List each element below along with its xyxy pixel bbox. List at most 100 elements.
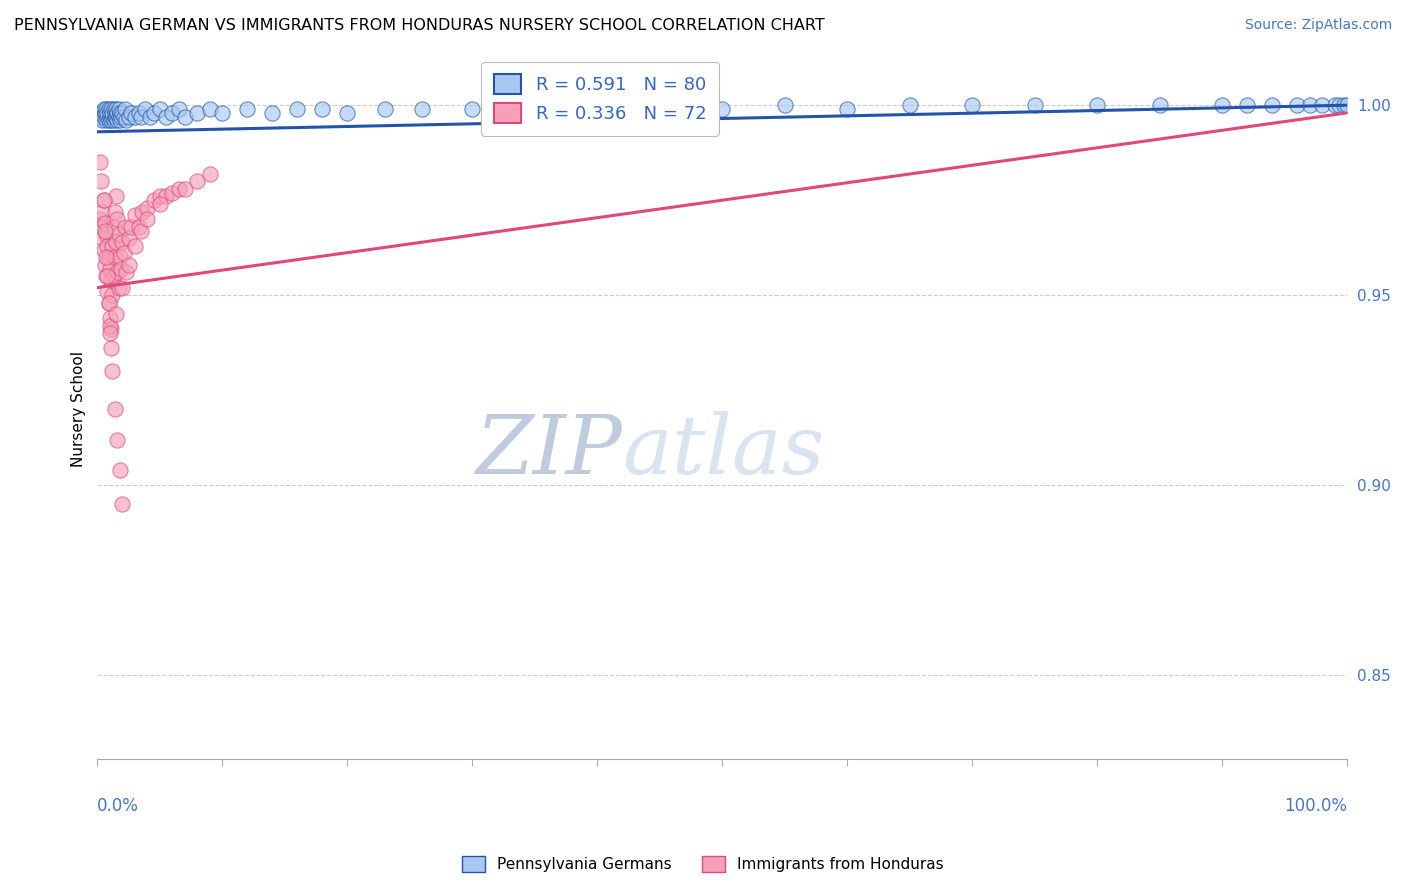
Point xyxy=(105,113,128,128)
Point xyxy=(107,102,129,116)
Point xyxy=(108,250,131,264)
Point xyxy=(105,110,128,124)
Point xyxy=(107,280,129,294)
Point xyxy=(89,110,111,124)
Point xyxy=(586,102,609,116)
Point xyxy=(120,105,142,120)
Point xyxy=(1312,98,1334,112)
Point xyxy=(120,219,142,234)
Point xyxy=(149,102,172,116)
Point xyxy=(115,113,138,128)
Point xyxy=(198,167,221,181)
Point xyxy=(167,102,190,116)
Point xyxy=(117,231,139,245)
Point xyxy=(103,269,125,284)
Point xyxy=(108,113,131,128)
Point xyxy=(236,102,259,116)
Point xyxy=(90,105,112,120)
Point xyxy=(94,227,117,242)
Point xyxy=(94,224,117,238)
Point xyxy=(411,102,433,116)
Point xyxy=(111,235,134,249)
Point xyxy=(104,110,127,124)
Point xyxy=(962,98,984,112)
Point xyxy=(1024,98,1046,112)
Point xyxy=(149,189,172,203)
Point xyxy=(105,235,128,249)
Point xyxy=(105,307,128,321)
Point xyxy=(1327,98,1350,112)
Point xyxy=(97,295,120,310)
Point xyxy=(107,227,129,242)
Point xyxy=(93,193,115,207)
Point xyxy=(104,204,127,219)
Point xyxy=(97,113,120,128)
Point xyxy=(336,105,359,120)
Point xyxy=(198,102,221,116)
Point xyxy=(1336,98,1358,112)
Point xyxy=(374,102,396,116)
Point xyxy=(285,102,308,116)
Point xyxy=(1236,98,1258,112)
Point xyxy=(105,105,128,120)
Point xyxy=(89,212,111,227)
Point xyxy=(186,105,208,120)
Point xyxy=(162,105,184,120)
Point xyxy=(104,250,127,264)
Point xyxy=(124,208,146,222)
Point xyxy=(105,102,128,116)
Point xyxy=(101,288,124,302)
Point xyxy=(100,102,122,116)
Point xyxy=(136,201,159,215)
Point xyxy=(173,110,195,124)
Point xyxy=(96,105,118,120)
Point xyxy=(103,113,125,128)
Point xyxy=(108,105,131,120)
Point xyxy=(98,326,121,341)
Point xyxy=(98,318,121,333)
Point xyxy=(461,102,484,116)
Point xyxy=(134,102,156,116)
Point xyxy=(96,285,118,299)
Point xyxy=(110,261,132,276)
Point xyxy=(103,219,125,234)
Point xyxy=(149,197,172,211)
Point xyxy=(155,189,177,203)
Point xyxy=(91,231,114,245)
Point xyxy=(111,280,134,294)
Point xyxy=(100,322,122,336)
Point xyxy=(105,212,128,227)
Point xyxy=(186,174,208,188)
Y-axis label: Nursery School: Nursery School xyxy=(72,351,86,467)
Point xyxy=(173,182,195,196)
Text: 100.0%: 100.0% xyxy=(1285,797,1347,815)
Point xyxy=(100,273,122,287)
Point xyxy=(105,189,128,203)
Point xyxy=(93,243,115,257)
Point xyxy=(103,102,125,116)
Point xyxy=(311,102,333,116)
Point xyxy=(94,102,117,116)
Point xyxy=(91,113,114,128)
Point xyxy=(114,219,136,234)
Point xyxy=(101,110,124,124)
Point xyxy=(94,269,117,284)
Point xyxy=(100,113,122,128)
Point xyxy=(94,113,117,128)
Point xyxy=(131,204,153,219)
Point xyxy=(129,224,152,238)
Point xyxy=(96,239,118,253)
Point xyxy=(104,105,127,120)
Point xyxy=(523,98,546,112)
Point xyxy=(711,102,734,116)
Point xyxy=(91,204,114,219)
Point xyxy=(837,102,859,116)
Point xyxy=(98,105,121,120)
Text: 0.0%: 0.0% xyxy=(97,797,139,815)
Point xyxy=(773,98,796,112)
Point xyxy=(97,250,120,264)
Point xyxy=(98,310,121,325)
Point xyxy=(117,258,139,272)
Point xyxy=(1087,98,1109,112)
Point xyxy=(898,98,921,112)
